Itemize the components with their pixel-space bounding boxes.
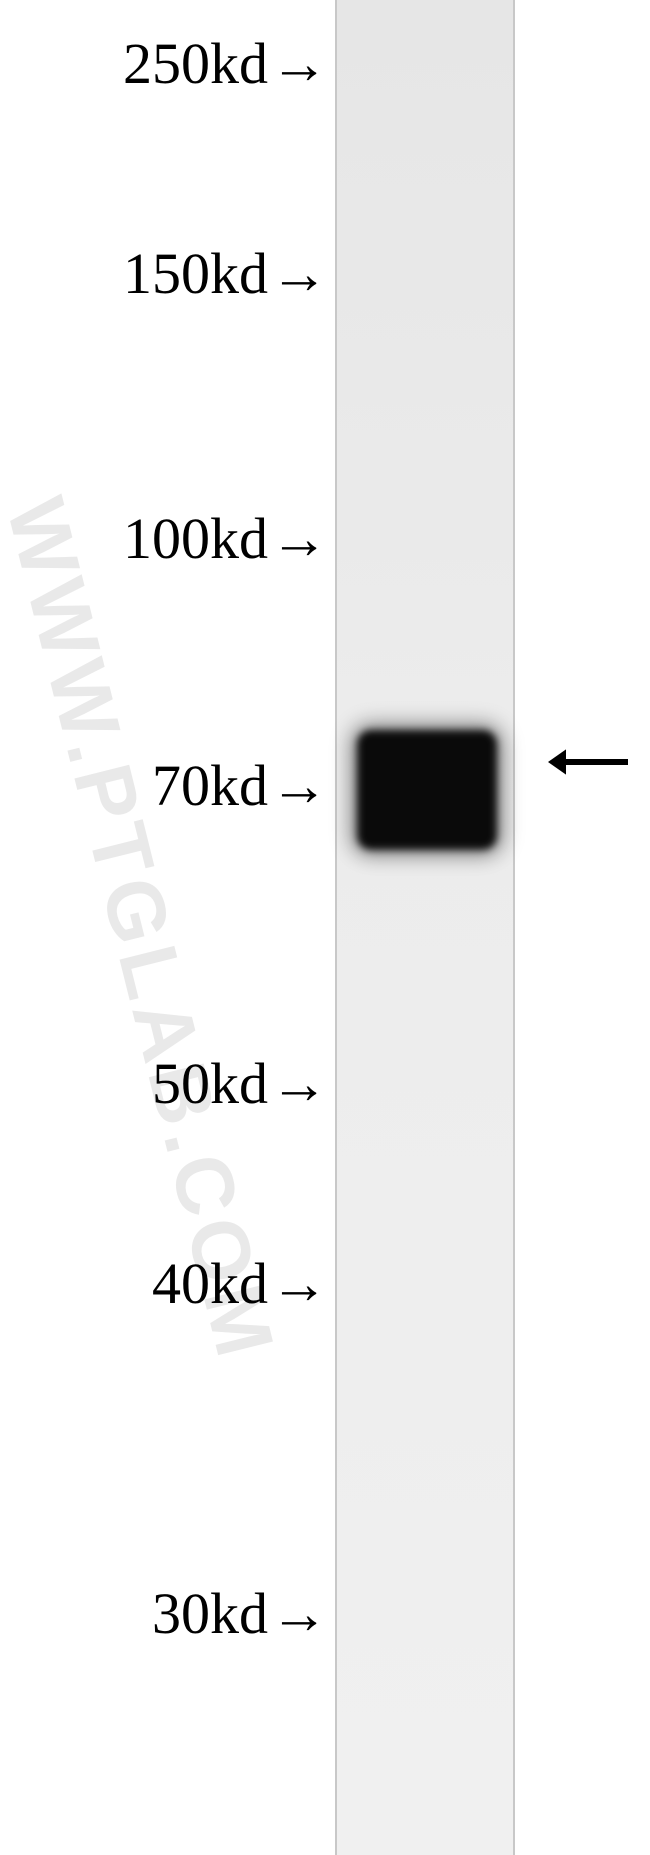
- marker-label: 40kd→: [152, 1250, 328, 1317]
- marker-text: 150kd: [123, 240, 268, 307]
- arrow-right-icon: →: [270, 505, 328, 572]
- arrow-right-icon: →: [270, 1050, 328, 1117]
- arrow-left-icon: [548, 744, 628, 780]
- blot-container: WWW.PTGLAB.COM 250kd→150kd→100kd→70kd→50…: [0, 0, 650, 1855]
- marker-label: 30kd→: [152, 1580, 328, 1647]
- arrow-right-icon: →: [270, 1580, 328, 1647]
- marker-text: 50kd: [152, 1050, 268, 1117]
- result-arrow: [548, 744, 628, 780]
- marker-text: 40kd: [152, 1250, 268, 1317]
- arrow-right-icon: →: [270, 30, 328, 97]
- arrow-right-icon: →: [270, 752, 328, 819]
- marker-text: 250kd: [123, 30, 268, 97]
- content-layer: 250kd→150kd→100kd→70kd→50kd→40kd→30kd→: [0, 0, 650, 1855]
- marker-label: 100kd→: [123, 505, 328, 572]
- marker-label: 70kd→: [152, 752, 328, 819]
- marker-label: 250kd→: [123, 30, 328, 97]
- marker-label: 150kd→: [123, 240, 328, 307]
- marker-text: 30kd: [152, 1580, 268, 1647]
- marker-label: 50kd→: [152, 1050, 328, 1117]
- protein-band: [357, 730, 497, 850]
- marker-text: 70kd: [152, 752, 268, 819]
- arrow-right-icon: →: [270, 1250, 328, 1317]
- marker-text: 100kd: [123, 505, 268, 572]
- blot-lane: [335, 0, 515, 1855]
- arrow-right-icon: →: [270, 240, 328, 307]
